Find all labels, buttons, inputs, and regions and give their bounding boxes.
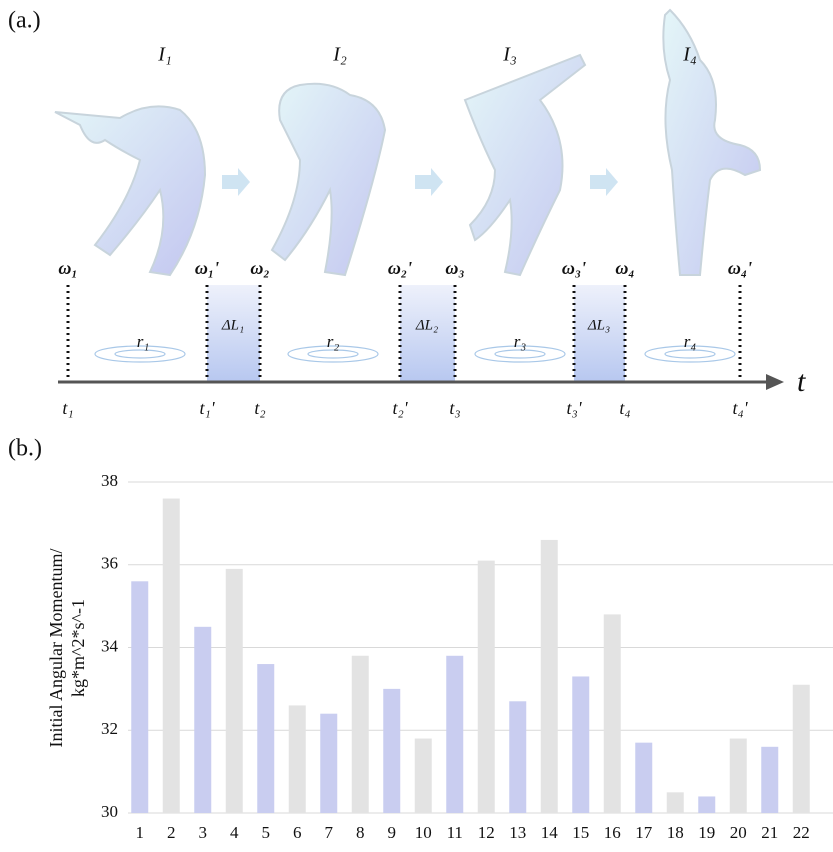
x-tick-label: 3 (199, 823, 208, 842)
bar (415, 739, 432, 813)
delta-l-label: ΔL₃ (587, 317, 610, 333)
bar (352, 656, 369, 813)
time-axis-label: t (797, 365, 806, 398)
x-tick-label: 21 (761, 823, 778, 842)
x-tick-label: 9 (388, 823, 397, 842)
x-tick-label: 13 (509, 823, 526, 842)
x-tick-label: 2 (167, 823, 176, 842)
time-label: t₂ (254, 398, 265, 418)
omega-label: ω₁ (58, 258, 77, 278)
radius-label: r₃ (514, 332, 527, 351)
moment-label: I₁ (157, 44, 172, 66)
x-tick-label: 18 (667, 823, 684, 842)
x-tick-label: 8 (356, 823, 365, 842)
x-tick-label: 12 (478, 823, 495, 842)
x-tick-label: 15 (572, 823, 589, 842)
omega-label: ω₄ (615, 258, 634, 278)
x-tick-label: 5 (262, 823, 271, 842)
bar (131, 581, 148, 813)
bar (541, 540, 558, 813)
time-label: t₂' (392, 398, 408, 418)
time-label: t₁ (62, 398, 73, 418)
x-tick-label: 7 (325, 823, 334, 842)
y-tick-label: 38 (101, 471, 118, 490)
bar (635, 743, 652, 813)
bar (572, 676, 589, 813)
bar (446, 656, 463, 813)
time-arrowhead (766, 374, 784, 390)
bar (320, 714, 337, 813)
x-tick-label: 11 (447, 823, 463, 842)
bar (793, 685, 810, 813)
x-tick-label: 16 (604, 823, 621, 842)
bar (478, 561, 495, 813)
bar (604, 614, 621, 813)
time-label: t₁' (199, 398, 215, 418)
x-tick-label: 17 (635, 823, 653, 842)
y-axis-label-line: kg*m^2*s^-1 (68, 599, 88, 697)
bar (289, 705, 306, 813)
bar (194, 627, 211, 813)
bar (761, 747, 778, 813)
bar (257, 664, 274, 813)
x-tick-label: 1 (136, 823, 145, 842)
time-label: t₃' (566, 398, 582, 418)
y-tick-label: 32 (101, 719, 118, 738)
x-tick-label: 19 (698, 823, 715, 842)
bar (226, 569, 243, 813)
bar (383, 689, 400, 813)
bar (509, 701, 526, 813)
omega-label: ω₂' (388, 258, 412, 278)
omega-label: ω₁' (195, 258, 219, 278)
omega-label: ω₂ (250, 258, 269, 278)
figure: (a.) t (b.) Initial Angular Momentum/kg*… (0, 0, 833, 852)
x-tick-label: 6 (293, 823, 302, 842)
omega-label: ω₄' (728, 258, 752, 278)
x-tick-label: 4 (230, 823, 239, 842)
y-axis-label-line: Initial Angular Momentum/ (46, 549, 66, 748)
bar (163, 499, 180, 813)
x-tick-label: 20 (730, 823, 747, 842)
delta-l-label: ΔL₂ (415, 317, 438, 333)
x-tick-label: 10 (415, 823, 432, 842)
bar (698, 796, 715, 813)
time-label: t₄' (732, 398, 748, 418)
radius-label: r₄ (684, 332, 697, 351)
moment-label: I₃ (502, 44, 517, 66)
bar (730, 739, 747, 813)
y-axis-label: Initial Angular Momentum/kg*m^2*s^-1 (46, 549, 88, 748)
moment-label: I₄ (682, 44, 697, 66)
radius-label: r₂ (327, 332, 340, 351)
omega-label: ω₃' (562, 258, 586, 278)
y-tick-label: 36 (101, 554, 118, 573)
radius-label: r₁ (137, 332, 150, 351)
x-tick-label: 22 (793, 823, 810, 842)
time-label: t₄ (619, 398, 630, 418)
y-tick-label: 34 (101, 636, 119, 655)
bar (667, 792, 684, 813)
omega-label: ω₃ (445, 258, 464, 278)
panel-label: (b.) (8, 436, 42, 462)
y-tick-label: 30 (101, 802, 118, 821)
panel-label: (a.) (8, 8, 41, 34)
moment-label: I₂ (332, 44, 347, 66)
delta-l-label: ΔL₁ (221, 317, 244, 333)
x-tick-label: 14 (541, 823, 559, 842)
time-label: t₃ (449, 398, 460, 418)
